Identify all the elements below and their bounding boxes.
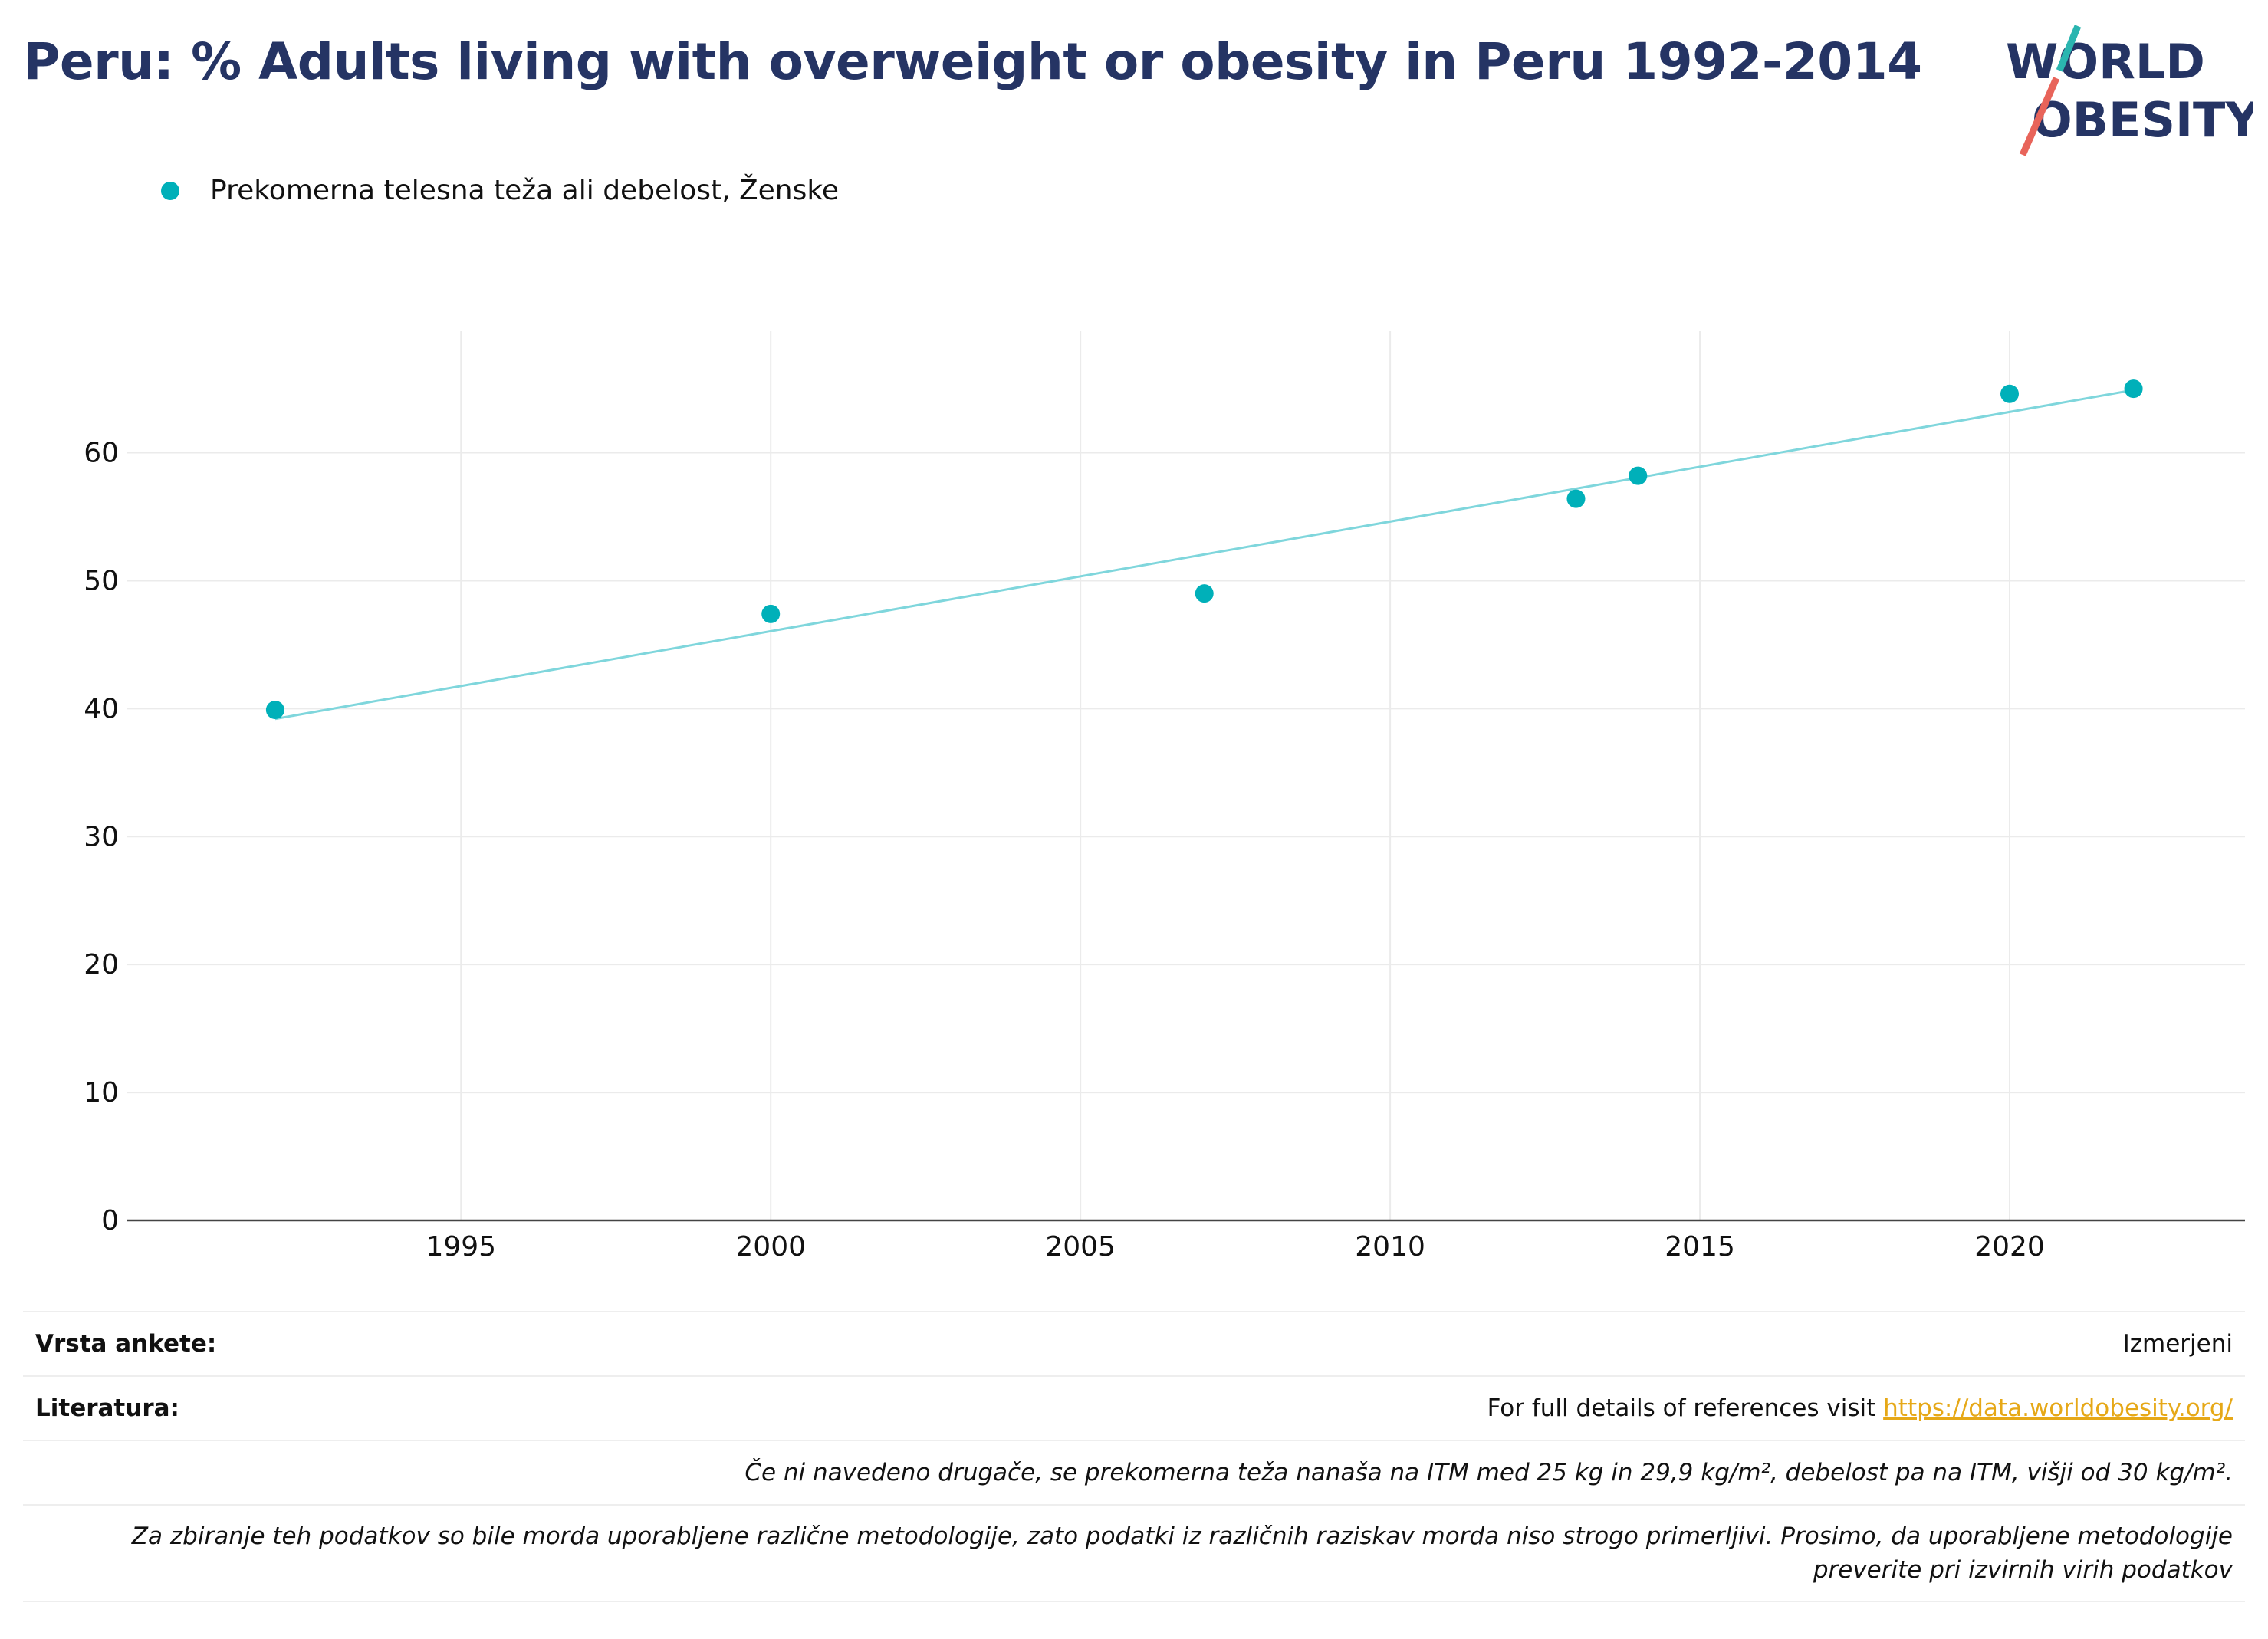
logo-word-world: WORLD — [2006, 34, 2205, 90]
data-point — [1566, 489, 1586, 508]
x-tick-label: 2015 — [1665, 1231, 1735, 1263]
footer-end-rule — [23, 1601, 2245, 1602]
y-tick-label: 30 — [84, 821, 119, 852]
footer-row-references: Literatura: For full details of referenc… — [23, 1375, 2245, 1440]
world-obesity-logo: WORLD OBESITY — [2006, 25, 2253, 156]
x-tick-label: 2020 — [1974, 1231, 2045, 1263]
note-methodology: Za zbiranje teh podatkov so bile morda u… — [35, 1519, 2233, 1587]
references-link[interactable]: https://data.worldobesity.org/ — [1883, 1394, 2233, 1422]
x-tick-label: 2010 — [1355, 1231, 1425, 1263]
chart-plot: 1995 2000 2005 2010 2015 2020 0 10 20 30 40 50 60 — [84, 331, 2245, 1263]
y-tick-label: 20 — [84, 949, 119, 980]
survey-type-value: Izmerjeni — [2122, 1330, 2233, 1358]
note-definition: Če ni navedeno drugače, se prekomerna te… — [744, 1459, 2233, 1486]
references-value: For full details of references visit htt… — [1487, 1394, 2233, 1422]
x-tick-label: 2000 — [735, 1231, 806, 1263]
trend-line — [274, 389, 2134, 721]
data-point — [1629, 466, 1648, 485]
x-tick-label: 1995 — [426, 1231, 496, 1263]
data-point — [2124, 379, 2143, 399]
data-point — [761, 604, 781, 623]
y-tick-label: 60 — [84, 438, 119, 469]
data-point — [2000, 384, 2019, 403]
survey-type-label: Vrsta ankete: — [35, 1330, 217, 1358]
legend-marker — [161, 181, 179, 200]
footer-row-note-methodology: Za zbiranje teh podatkov so bile morda u… — [23, 1504, 2245, 1601]
note-methodology-line2: preverite pri izvirnih virih podatkov — [1813, 1556, 2233, 1584]
references-label: Literatura: — [35, 1394, 179, 1422]
logo-word-obesity: OBESITY — [2032, 92, 2253, 148]
y-tick-label: 50 — [84, 565, 119, 596]
note-methodology-line1: Za zbiranje teh podatkov so bile morda u… — [131, 1522, 2233, 1550]
footer-table: Vrsta ankete: Izmerjeni Literatura: For … — [23, 1311, 2245, 1602]
footer-row-survey-type: Vrsta ankete: Izmerjeni — [23, 1311, 2245, 1375]
y-tick-label: 10 — [84, 1077, 119, 1109]
logo-slash-red — [2019, 77, 2060, 156]
references-text: For full details of references visit — [1487, 1394, 1884, 1422]
legend-label: Prekomerna telesna teža ali debelost, Že… — [210, 175, 840, 206]
data-point — [1195, 584, 1214, 603]
legend[interactable]: Prekomerna telesna teža ali debelost, Že… — [161, 175, 839, 206]
x-tick-label: 2005 — [1045, 1231, 1116, 1263]
logo-slash-teal — [2056, 25, 2082, 72]
y-tick-label: 0 — [101, 1205, 119, 1237]
data-point — [265, 701, 284, 720]
chart-title: Peru: % Adults living with overweight or… — [23, 32, 1922, 91]
y-tick-label: 40 — [84, 693, 119, 724]
footer-row-note-definition: Če ni navedeno drugače, se prekomerna te… — [23, 1440, 2245, 1504]
